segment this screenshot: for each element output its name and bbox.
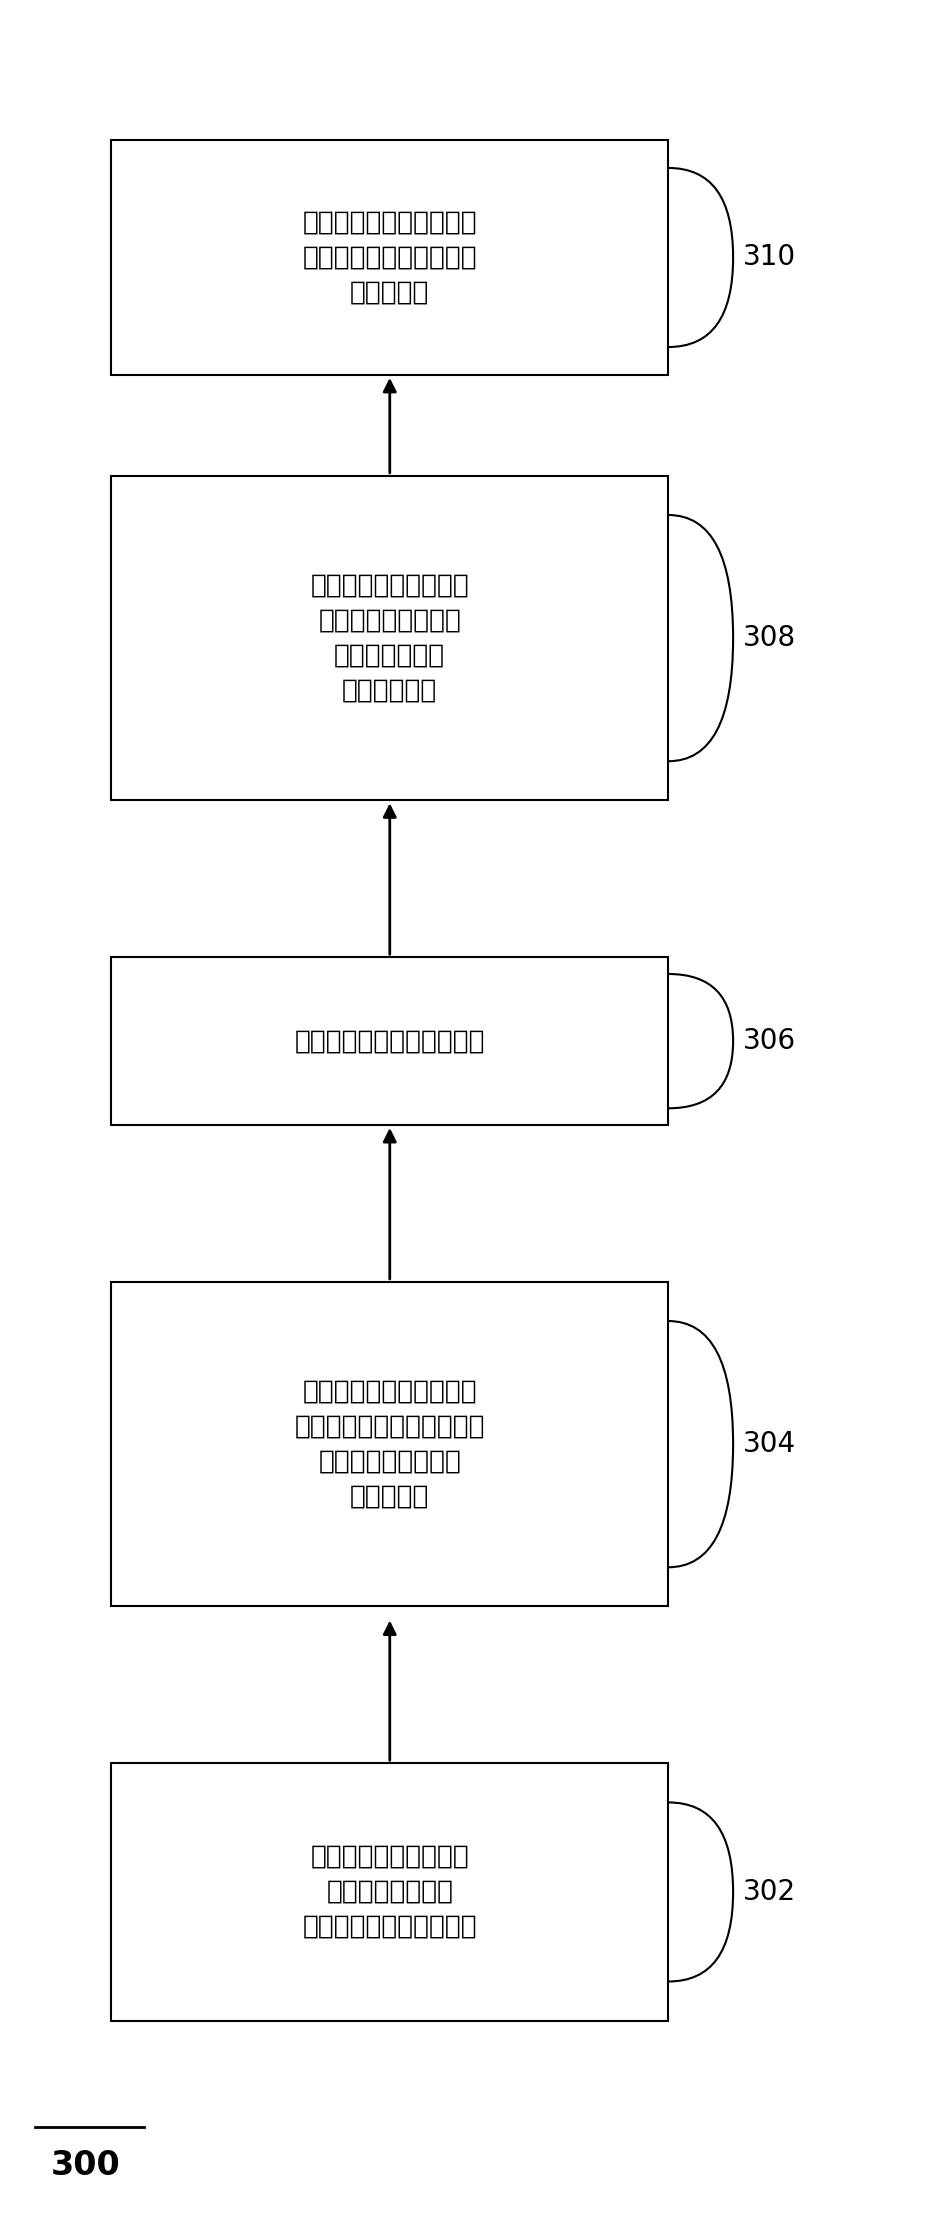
Text: 302: 302	[742, 1879, 794, 1905]
Text: 310: 310	[742, 244, 794, 271]
Bar	[111, 477, 667, 802]
Text: 检测至少三个系统性能指标: 检测至少三个系统性能指标	[294, 1028, 485, 1055]
Bar	[111, 1281, 667, 1608]
Text: 308: 308	[742, 625, 794, 652]
Bar	[111, 1764, 667, 2020]
Text: 304: 304	[742, 1431, 794, 1458]
Text: 300: 300	[51, 2149, 121, 2183]
Bar	[111, 139, 667, 376]
Text: 306: 306	[742, 1028, 794, 1055]
Bar	[111, 958, 667, 1124]
Text: 根据至少三个系统性能
指标、模糊规则模糊
判决得出至少一
能量分配指标: 根据至少三个系统性能 指标、模糊规则模糊 判决得出至少一 能量分配指标	[310, 573, 469, 703]
Text: 分别建立至少三个系统
性能指标、至少一
能量分配指标的模糊集合: 分别建立至少三个系统 性能指标、至少一 能量分配指标的模糊集合	[302, 1845, 476, 1939]
Text: 形成模糊规则，至少三个
系统性能指标作为输入量，
至少一能量分配指标
作为输出量: 形成模糊规则，至少三个 系统性能指标作为输入量， 至少一能量分配指标 作为输出量	[294, 1379, 485, 1509]
Text: 根据至少一能量分配指标
分配动力电池和超级电容
的能源比例: 根据至少一能量分配指标 分配动力电池和超级电容 的能源比例	[302, 210, 476, 305]
